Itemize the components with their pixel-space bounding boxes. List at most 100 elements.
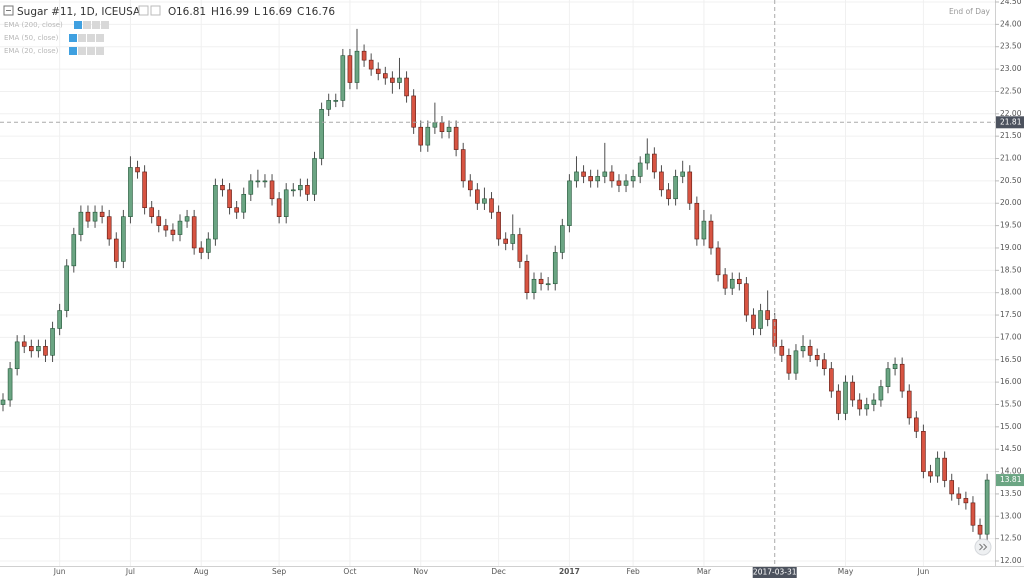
x-tick-label: Jun [53, 567, 66, 576]
candle-body [708, 220, 714, 249]
y-tick-label: 23.00 [1000, 64, 1022, 73]
candle-body [567, 180, 572, 226]
candle-body [113, 238, 119, 262]
indicator-visibility[interactable] [69, 34, 77, 42]
indicator-button [78, 47, 86, 55]
y-tick-label: 19.50 [1000, 221, 1022, 230]
candle-body [793, 350, 799, 374]
candle-body [680, 171, 685, 177]
candle-body [248, 180, 254, 195]
indicator-button [83, 21, 91, 29]
candle-body [644, 153, 650, 164]
candle-body [744, 283, 749, 316]
collapse-icon[interactable] [3, 5, 14, 16]
candle-body [942, 457, 947, 481]
candle-body [510, 234, 516, 244]
candle-body [467, 180, 473, 191]
candle-body [276, 198, 282, 217]
candle-body [899, 363, 905, 392]
y-tick-label: 12.00 [1000, 556, 1022, 565]
candle-body [538, 278, 544, 285]
candle-body [814, 354, 820, 361]
ohlc-label: H [211, 6, 219, 18]
candle-body [460, 149, 466, 182]
candle-body [914, 417, 919, 432]
candle-body [552, 252, 558, 285]
candle-body [64, 265, 70, 311]
candle-body [956, 493, 962, 499]
candle-body [630, 176, 636, 182]
x-tick-label: Aug [194, 567, 209, 576]
candle-body [453, 126, 459, 150]
x-tick-label: Mar [697, 567, 712, 576]
candle-body [368, 59, 374, 70]
indicator-button [96, 34, 104, 42]
candle-body [729, 278, 735, 289]
candle-body [347, 55, 353, 83]
candle-body [588, 176, 593, 182]
indicator-button [96, 47, 104, 55]
ohlc-value: 16.81 [176, 6, 206, 18]
candle-body [340, 55, 346, 101]
candle-body [892, 363, 898, 370]
candle-body [906, 390, 912, 419]
y-tick-label: 15.50 [1000, 399, 1022, 408]
candle-body [482, 198, 487, 204]
candle-body [807, 346, 813, 356]
ohlc-value: 16.69 [262, 6, 292, 18]
ohlc-value: 16.76 [305, 6, 335, 18]
candle-body [701, 220, 707, 240]
indicator-button [78, 34, 86, 42]
ohlc-value: 16.99 [219, 6, 249, 18]
candle-body [50, 328, 55, 356]
x-tick-label: Dec [491, 567, 506, 576]
indicator-visibility[interactable] [74, 21, 82, 29]
candle-body [935, 457, 940, 477]
ohlc-label: C [297, 6, 304, 18]
last-price-label: 13.81 [1000, 475, 1022, 484]
hide-icon[interactable] [150, 5, 161, 16]
candle-body [609, 171, 615, 182]
candle-body [43, 346, 48, 356]
candle-body [121, 216, 126, 262]
candle-body [92, 211, 98, 222]
candle-body [616, 180, 622, 186]
crosshair-price-label: 21.81 [1000, 117, 1022, 126]
y-tick-label: 17.50 [1000, 310, 1022, 319]
x-tick-label: Jul [125, 567, 135, 576]
candle-body [375, 68, 381, 74]
candle-body [602, 171, 608, 177]
candle-body [163, 225, 169, 231]
candle-body [694, 202, 700, 240]
indicator-visibility[interactable] [69, 47, 77, 55]
candle-body [397, 77, 402, 83]
y-tick-label: 18.00 [1000, 288, 1022, 297]
candle-body [439, 122, 445, 132]
candle-body [354, 50, 360, 83]
candle-body [560, 225, 565, 253]
candle-body [269, 180, 275, 200]
x-tick-label: 2017 [559, 567, 580, 576]
candle-body [496, 211, 501, 240]
x-tick-label: Feb [626, 567, 640, 576]
candle-body [878, 386, 884, 401]
candle-body [411, 95, 416, 128]
candle-body [290, 189, 296, 192]
settings-icon[interactable] [138, 5, 149, 16]
candle-body [921, 431, 926, 472]
crosshair-price-box [996, 116, 1024, 129]
candle-body [206, 238, 211, 253]
candle-body [418, 126, 424, 146]
candle-body [312, 158, 317, 195]
indicator-button [101, 21, 109, 29]
x-tick-label: Jun [917, 567, 930, 576]
candle-body [213, 185, 218, 240]
candle-body [821, 359, 827, 370]
y-tick-label: 21.00 [1000, 154, 1022, 163]
candle-body [687, 171, 693, 204]
candle-body [305, 185, 310, 195]
y-tick-label: 22.00 [1000, 109, 1022, 118]
y-tick-label: 13.50 [1000, 489, 1022, 498]
candle-body [737, 278, 742, 285]
candle-body [864, 404, 870, 410]
